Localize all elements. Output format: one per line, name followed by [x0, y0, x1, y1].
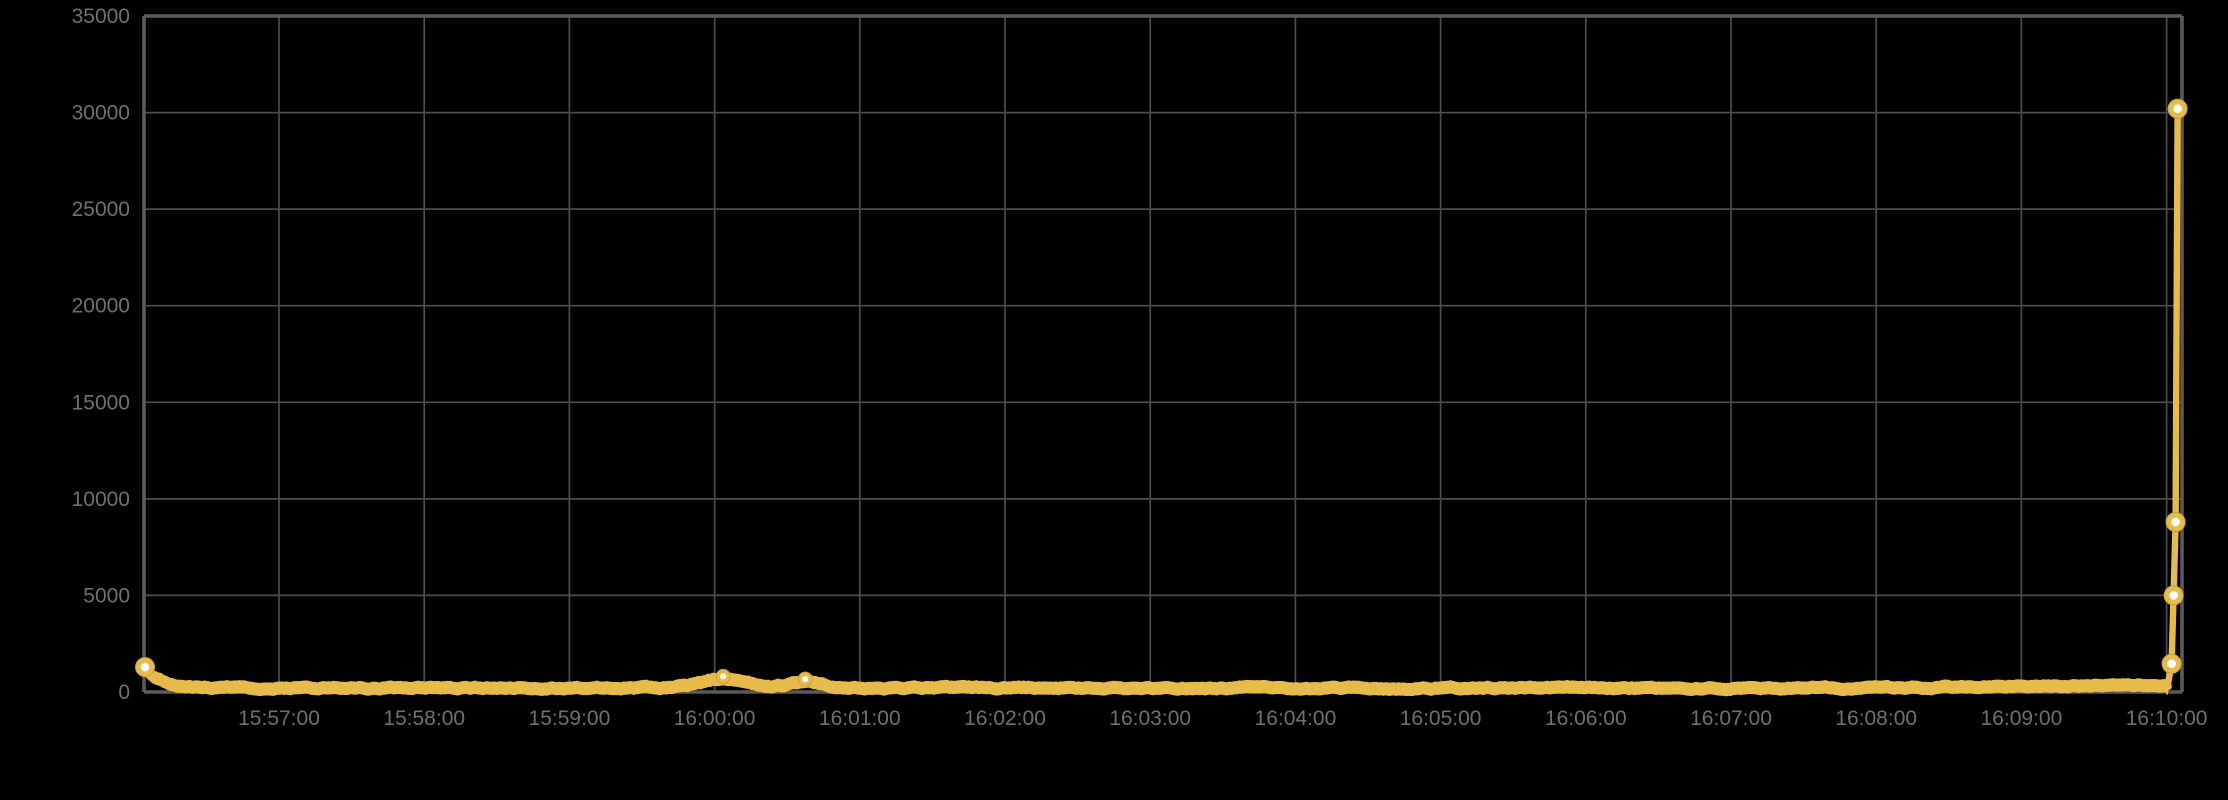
svg-text:16:06:00: 16:06:00 [1545, 707, 1627, 730]
svg-text:20000: 20000 [72, 295, 130, 318]
svg-text:30000: 30000 [72, 102, 130, 125]
svg-text:16:02:00: 16:02:00 [964, 707, 1046, 730]
svg-text:16:10:00: 16:10:00 [2126, 707, 2208, 730]
svg-text:16:08:00: 16:08:00 [1835, 707, 1917, 730]
svg-text:16:07:00: 16:07:00 [1690, 707, 1772, 730]
svg-text:10000: 10000 [72, 488, 130, 511]
svg-text:15:59:00: 15:59:00 [529, 707, 611, 730]
svg-text:16:05:00: 16:05:00 [1400, 707, 1482, 730]
svg-text:16:09:00: 16:09:00 [1981, 707, 2063, 730]
svg-text:16:04:00: 16:04:00 [1255, 707, 1337, 730]
svg-text:25000: 25000 [72, 198, 130, 221]
svg-text:16:03:00: 16:03:00 [1109, 707, 1191, 730]
svg-text:5000: 5000 [83, 584, 130, 607]
svg-text:16:01:00: 16:01:00 [819, 707, 901, 730]
svg-text:0: 0 [118, 681, 130, 704]
svg-text:15:58:00: 15:58:00 [383, 707, 465, 730]
svg-text:15:57:00: 15:57:00 [238, 707, 320, 730]
svg-text:35000: 35000 [72, 5, 130, 28]
svg-text:16:00:00: 16:00:00 [674, 707, 756, 730]
svg-text:15000: 15000 [72, 391, 130, 414]
